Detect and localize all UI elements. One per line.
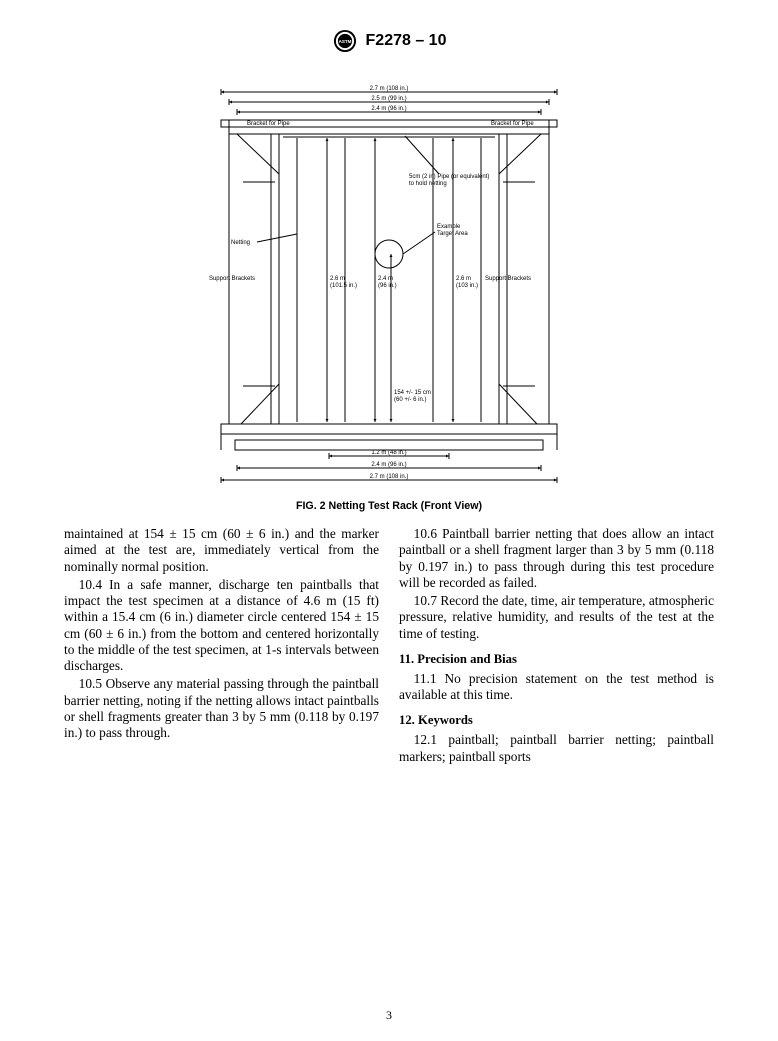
svg-text:(103 in.): (103 in.) <box>456 283 478 289</box>
para-10-6: 10.6 Paintball barrier netting that does… <box>399 526 714 591</box>
svg-text:1.2 m (48 in.): 1.2 m (48 in.) <box>371 450 406 456</box>
svg-text:Support Brackets: Support Brackets <box>485 276 531 282</box>
svg-text:2.4 m (96 in.): 2.4 m (96 in.) <box>371 106 406 112</box>
svg-text:Netting: Netting <box>231 240 250 246</box>
svg-text:2.7 m (108 in.): 2.7 m (108 in.) <box>370 474 409 480</box>
figure-caption: FIG. 2 Netting Test Rack (Front View) <box>64 500 714 512</box>
body-columns: maintained at 154 ± 15 cm (60 ± 6 in.) a… <box>64 526 714 765</box>
para-10-4: 10.4 In a safe manner, discharge ten pai… <box>64 577 379 675</box>
para-10-7: 10.7 Record the date, time, air temperat… <box>399 593 714 642</box>
svg-text:to hold netting: to hold netting <box>409 181 447 187</box>
svg-text:(96 in.): (96 in.) <box>378 283 397 289</box>
svg-text:Bracket for Pipe: Bracket for Pipe <box>247 121 290 127</box>
page: ASTM F2278 – 10 2.7 m (108 in.) 2.5 m (99… <box>0 0 778 1041</box>
logo-text: ASTM <box>338 39 351 44</box>
figure-2: 2.7 m (108 in.) 2.5 m (99 in.) 2.4 m (96 i… <box>64 64 714 494</box>
para-12-1: 12.1 paintball; paintball barrier nettin… <box>399 732 714 765</box>
svg-text:2.6 m: 2.6 m <box>456 276 471 282</box>
para-10-5: 10.5 Observe any material passing throug… <box>64 676 379 741</box>
svg-text:154 +/- 15 cm: 154 +/- 15 cm <box>394 390 431 396</box>
svg-text:(101.5 in.): (101.5 in.) <box>330 283 357 289</box>
svg-text:2.4 m (96 in.): 2.4 m (96 in.) <box>371 462 406 468</box>
svg-text:5cm (2 in) Pipe (or equivalent: 5cm (2 in) Pipe (or equivalent) <box>409 174 489 180</box>
svg-text:Support Brackets: Support Brackets <box>209 276 255 282</box>
heading-12: 12. Keywords <box>399 713 714 728</box>
page-number: 3 <box>0 1008 778 1023</box>
svg-text:(60 +/- 6 in.): (60 +/- 6 in.) <box>394 397 427 403</box>
heading-11: 11. Precision and Bias <box>399 652 714 667</box>
page-header: ASTM F2278 – 10 <box>64 28 714 54</box>
astm-logo-icon: ASTM <box>332 28 358 54</box>
doc-id: F2278 – 10 <box>366 32 447 50</box>
svg-text:2.7 m (108 in.): 2.7 m (108 in.) <box>370 86 409 92</box>
svg-text:2.6 m: 2.6 m <box>330 276 345 282</box>
para-11-1: 11.1 No precision statement on the test … <box>399 671 714 704</box>
svg-text:Bracket for Pipe: Bracket for Pipe <box>491 121 534 127</box>
para-10-3-cont: maintained at 154 ± 15 cm (60 ± 6 in.) a… <box>64 526 379 575</box>
svg-text:2.5 m (99 in.): 2.5 m (99 in.) <box>371 96 406 102</box>
svg-text:Example: Example <box>437 224 461 230</box>
